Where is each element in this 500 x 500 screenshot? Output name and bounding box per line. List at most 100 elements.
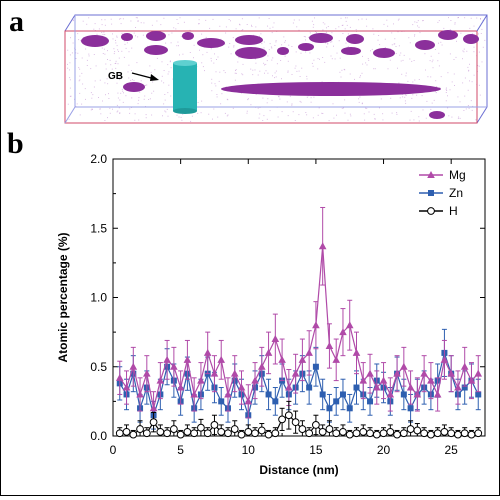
precipitate-elongated <box>221 82 441 96</box>
atom-probe-reconstruction: GB <box>64 14 488 124</box>
zn-point <box>339 391 346 398</box>
mg-point <box>230 369 239 377</box>
zn-point <box>319 391 326 398</box>
mg-point <box>224 390 232 398</box>
precipitates <box>81 30 479 119</box>
h-point <box>244 427 253 436</box>
precipitate <box>81 35 109 47</box>
legend-label: Zn <box>449 186 463 200</box>
x-tick-label: 10 <box>242 443 256 457</box>
precipitate <box>438 30 458 40</box>
h-point <box>129 430 138 439</box>
h-point <box>278 415 286 424</box>
x-axis-label: Distance (nm) <box>259 463 338 477</box>
legend: Mg Zn H <box>419 168 466 218</box>
mg-point <box>359 376 368 384</box>
precipitate <box>298 43 314 51</box>
mg-point <box>447 369 455 377</box>
mg-point <box>251 376 259 384</box>
precipitate <box>341 47 361 55</box>
legend-marker <box>427 207 435 215</box>
h-point <box>122 427 131 436</box>
zn-point <box>367 398 374 405</box>
mg-point <box>393 369 401 377</box>
reconstruction-box <box>64 14 488 124</box>
precipitate <box>235 47 267 59</box>
zn-point <box>218 398 225 405</box>
precipitate <box>146 31 166 41</box>
h-point <box>372 430 381 439</box>
mg-point <box>366 369 374 377</box>
atomic-percentage-chart: 0 5 10 15 20 25 0.0 0.5 1.0 1.5 2.0 Distance (nm) At… <box>56 152 486 477</box>
mg-point <box>427 376 435 384</box>
precipitate <box>197 38 225 48</box>
h-point <box>332 429 341 438</box>
y-axis-label: Atomic percentage (%) <box>56 232 70 362</box>
h-point <box>352 429 361 438</box>
h-point <box>149 418 158 427</box>
precipitate <box>346 34 364 44</box>
zn-point <box>306 384 313 391</box>
panel-b: b 0 5 10 15 20 25 0.0 0.5 1.0 1.5 2.0 Distance (nm)… <box>1 127 499 495</box>
legend-item-zn: Zn <box>419 186 463 200</box>
zn-point <box>346 405 353 412</box>
precipitate <box>277 47 289 55</box>
panel-a-letter: a <box>9 5 24 38</box>
series-mg <box>115 206 483 426</box>
mg-point <box>244 397 253 405</box>
mg-point <box>298 355 307 363</box>
mg-point <box>352 348 361 356</box>
precipitate <box>415 40 435 50</box>
mg-point <box>312 321 320 329</box>
h-point <box>251 429 259 438</box>
mg-point <box>474 369 483 377</box>
legend-item-h: H <box>419 204 458 218</box>
panel-b-letter: b <box>7 127 24 160</box>
mg-point <box>203 348 212 356</box>
mg-point <box>237 383 246 391</box>
legend-item-mg: Mg <box>419 168 466 182</box>
y-tick-label: 1.0 <box>90 291 107 305</box>
x-tick-label: 0 <box>110 443 117 457</box>
mg-point <box>285 383 293 391</box>
h-point <box>264 430 273 439</box>
series-h <box>115 400 483 439</box>
gb-label: GB <box>108 71 123 82</box>
mg-point <box>386 390 395 398</box>
precipitate <box>121 33 133 41</box>
zn-point <box>265 391 272 398</box>
h-point <box>474 429 483 438</box>
mg-point <box>420 369 428 377</box>
mg-point <box>129 362 138 370</box>
mg-point <box>149 404 158 412</box>
mg-point <box>264 348 273 356</box>
h-point <box>312 421 320 429</box>
zn-point <box>461 384 468 391</box>
mg-point <box>325 341 334 349</box>
h-point <box>298 425 307 433</box>
precipitate <box>182 32 194 40</box>
h-point <box>345 430 354 439</box>
mg-line <box>119 246 479 409</box>
mg-point <box>345 321 354 329</box>
zn-point <box>333 398 340 405</box>
mg-point <box>406 383 415 391</box>
mg-point <box>372 383 381 391</box>
h-point <box>224 429 232 438</box>
h-point <box>210 421 219 429</box>
mg-point <box>115 373 124 381</box>
h-point <box>115 429 124 438</box>
h-point <box>447 429 456 438</box>
precipitate <box>373 48 395 58</box>
mg-point <box>454 383 462 391</box>
h-point <box>197 423 205 432</box>
h-point <box>217 427 226 436</box>
series-zn <box>116 328 482 430</box>
x-tick-label: 20 <box>377 443 391 457</box>
mg-point <box>379 376 388 384</box>
h-point <box>379 429 388 438</box>
mg-point <box>433 390 442 398</box>
h-point <box>406 425 415 433</box>
h-point <box>203 429 212 438</box>
